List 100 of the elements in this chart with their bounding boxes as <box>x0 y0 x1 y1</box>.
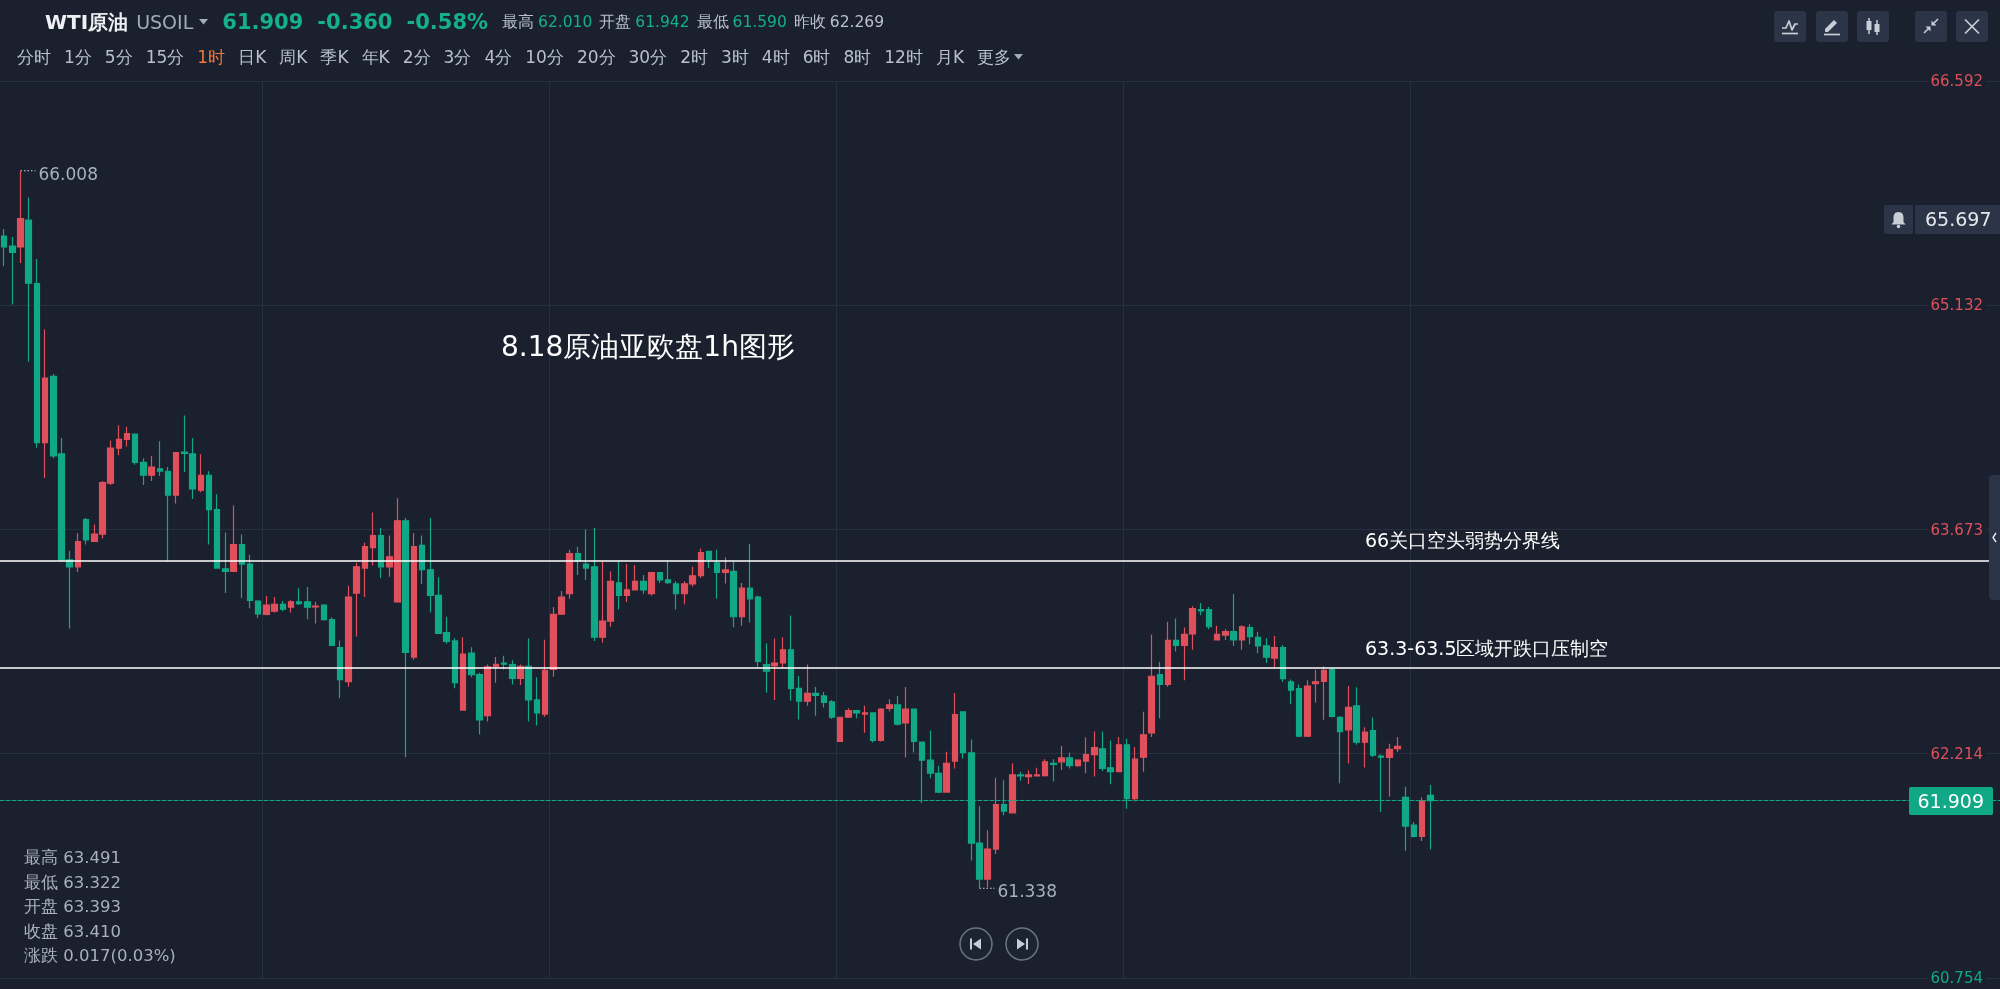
candlestick <box>1287 678 1295 705</box>
candlestick <box>459 636 467 711</box>
candlestick <box>0 228 8 267</box>
candlestick <box>1393 736 1402 753</box>
candlestick <box>983 829 992 888</box>
candlestick <box>779 636 787 669</box>
candlestick <box>1369 716 1377 758</box>
candlestick <box>328 616 336 647</box>
candlestick <box>483 663 492 723</box>
candlestick <box>344 585 353 688</box>
candlestick <box>1254 631 1262 654</box>
text: 分时 1分 5分 15分 1时 日K 周K 季K 年K 2分 3分 4分 10分 20分 30分 2时 3时 4时 6时 8时 12时 月K 更多 <box>17 46 1012 67</box>
candlestick <box>1065 752 1074 770</box>
candlestick <box>320 603 328 622</box>
candlestick <box>41 329 49 479</box>
candlestick <box>33 258 41 449</box>
candlestick <box>664 560 672 585</box>
candlestick <box>1041 758 1049 778</box>
candlestick <box>213 493 221 570</box>
candlestick <box>533 676 541 727</box>
candlestick <box>787 614 795 702</box>
y-tick-label: 62.214 <box>1930 744 1983 763</box>
candlestick <box>713 549 721 600</box>
annotation: 66.008 <box>38 163 98 184</box>
candlestick <box>492 656 500 684</box>
candlestick <box>1205 606 1213 630</box>
candlestick <box>795 675 803 721</box>
candlestick <box>1074 758 1082 768</box>
candlestick <box>541 639 549 718</box>
candlestick <box>820 691 828 709</box>
candlestick <box>303 586 312 620</box>
candlestick <box>623 563 631 603</box>
candlestick <box>885 698 894 713</box>
candlestick <box>1213 625 1221 641</box>
candlestick <box>1090 730 1099 778</box>
candlestick <box>1344 685 1353 765</box>
candlestick <box>139 457 148 486</box>
candlestick <box>1115 736 1123 773</box>
candlestick <box>1164 621 1172 688</box>
candlestick <box>639 574 648 595</box>
candlestick <box>852 709 861 719</box>
y-tick-label: 63.673 <box>1930 520 1983 539</box>
candlestick <box>336 639 344 699</box>
ref-line-label: 61.909 <box>1908 786 1993 815</box>
candlestick <box>844 707 853 718</box>
candlestick <box>311 601 320 624</box>
candlestick <box>877 707 885 742</box>
candlestick <box>1336 715 1344 784</box>
candlestick <box>1172 618 1180 653</box>
candlestick <box>951 692 959 770</box>
candlestick <box>1016 771 1025 782</box>
ref-line-label: 63.3-63.5区域开跌口压制空 <box>1365 635 1609 660</box>
candlestick <box>959 711 967 760</box>
candlestick <box>1221 628 1230 641</box>
candlestick <box>197 453 205 493</box>
candlestick <box>672 580 680 611</box>
candlestick <box>156 440 164 477</box>
candlestick <box>287 599 295 614</box>
candlestick <box>74 532 82 573</box>
candlestick <box>131 433 139 466</box>
candlestick <box>1057 745 1066 771</box>
candlestick <box>238 533 246 599</box>
candlestick <box>910 708 918 754</box>
candlestick <box>754 594 762 668</box>
y-tick-label: 65.132 <box>1930 296 1983 315</box>
candlestick <box>738 582 746 627</box>
candlestick <box>115 424 123 456</box>
candlestick <box>147 455 156 482</box>
candlestick <box>418 534 426 585</box>
candlestick <box>656 572 664 584</box>
candlestick <box>1385 743 1394 797</box>
candlestick <box>16 170 25 264</box>
candlestick <box>1008 762 1017 814</box>
candlestick <box>1320 665 1328 721</box>
candlestick <box>1246 623 1254 645</box>
candlestick <box>1270 635 1279 668</box>
candlestick <box>1033 767 1041 778</box>
candlestick <box>1147 633 1156 738</box>
candlestick <box>992 777 1000 855</box>
candlestick <box>1279 644 1287 683</box>
candlestick <box>377 527 385 579</box>
candlestick <box>352 562 361 638</box>
candlestick <box>1352 686 1361 746</box>
candlestick <box>770 637 779 701</box>
annotation: 65.697 <box>1915 205 2000 234</box>
candlestick <box>582 528 590 581</box>
candlestick <box>369 511 377 566</box>
candlestick <box>254 599 262 619</box>
annotation: 61.338 <box>997 881 1057 902</box>
candlestick <box>279 600 287 612</box>
candlestick <box>615 560 623 611</box>
candlestick <box>901 686 910 759</box>
candlestick <box>729 560 738 628</box>
chart-title: WTI原油 USOIL <box>45 8 194 36</box>
candlestick <box>697 547 705 579</box>
ref-line-label: 66关口空头弱势分界线 <box>1365 527 1561 552</box>
candlestick <box>246 554 254 609</box>
candlestick <box>869 712 877 744</box>
candlestick <box>229 504 238 572</box>
candlestick <box>205 470 213 546</box>
